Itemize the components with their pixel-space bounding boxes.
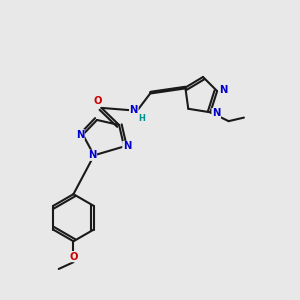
Text: N: N bbox=[76, 130, 84, 140]
Text: N: N bbox=[212, 109, 220, 118]
Text: N: N bbox=[219, 85, 227, 95]
Text: N: N bbox=[88, 150, 97, 160]
Text: N: N bbox=[123, 142, 131, 152]
Text: O: O bbox=[93, 96, 102, 106]
Text: O: O bbox=[69, 252, 78, 262]
Text: H: H bbox=[139, 114, 145, 123]
Text: N: N bbox=[130, 105, 138, 115]
